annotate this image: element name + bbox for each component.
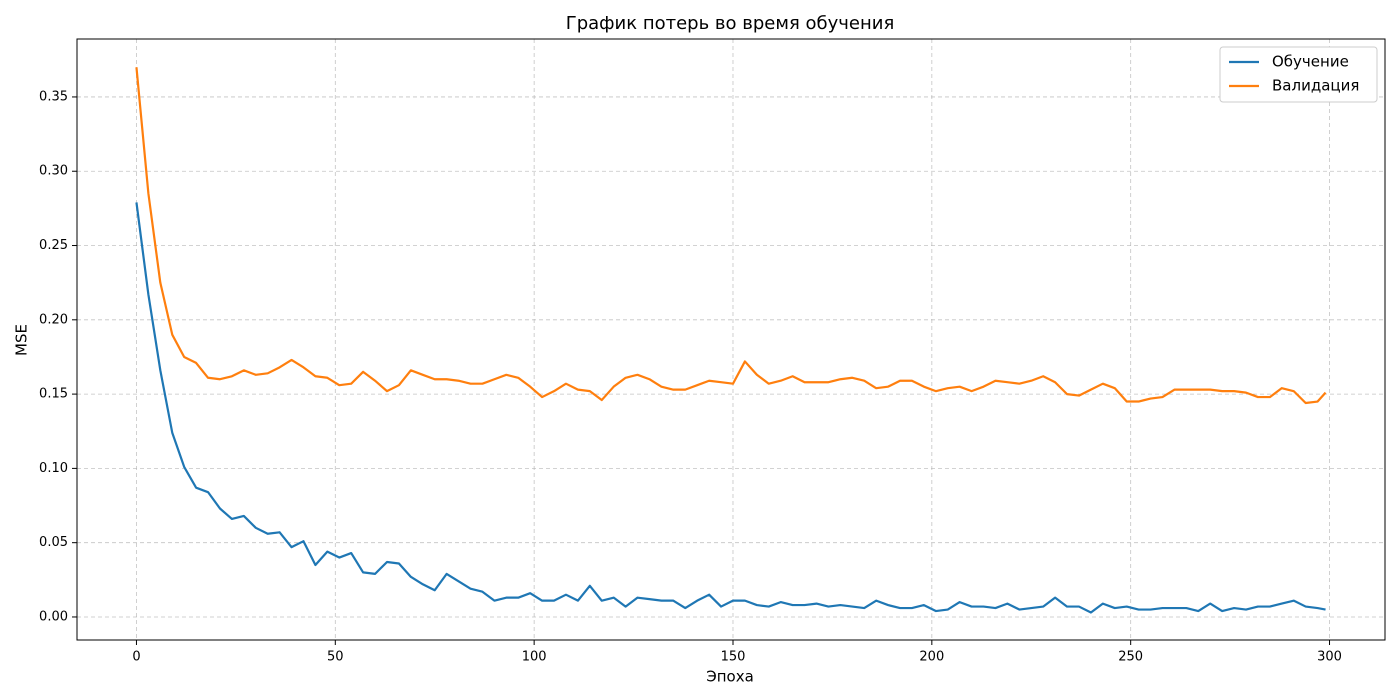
x-tick-label: 50 [327,650,344,665]
legend-label: Валидация [1272,77,1359,95]
x-tick-label: 250 [1118,650,1143,665]
y-tick-label: 0.25 [39,238,68,253]
x-tick-label: 0 [132,650,140,665]
y-tick-label: 0.20 [39,312,68,327]
y-tick-label: 0.05 [39,535,68,550]
y-tick-label: 0.35 [39,89,68,104]
y-tick-label: 0.30 [39,164,68,179]
plot-frame [76,38,1386,641]
y-tick-label: 0.00 [39,609,68,624]
data-line [135,202,1326,614]
legend-box [1219,46,1378,103]
x-tick-label: 150 [721,650,746,665]
chart-title: График потерь во время обучения [566,13,895,34]
data-line [135,67,1327,405]
y-axis-label: MSE [13,324,31,356]
x-tick-label: 100 [522,650,547,665]
y-tick-label: 0.10 [39,461,68,476]
x-tick-label: 200 [919,650,944,665]
x-axis-label: Эпоха [706,668,754,686]
y-tick-label: 0.15 [39,387,68,402]
x-tick-label: 300 [1317,650,1342,665]
legend-label: Обучение [1272,53,1349,71]
